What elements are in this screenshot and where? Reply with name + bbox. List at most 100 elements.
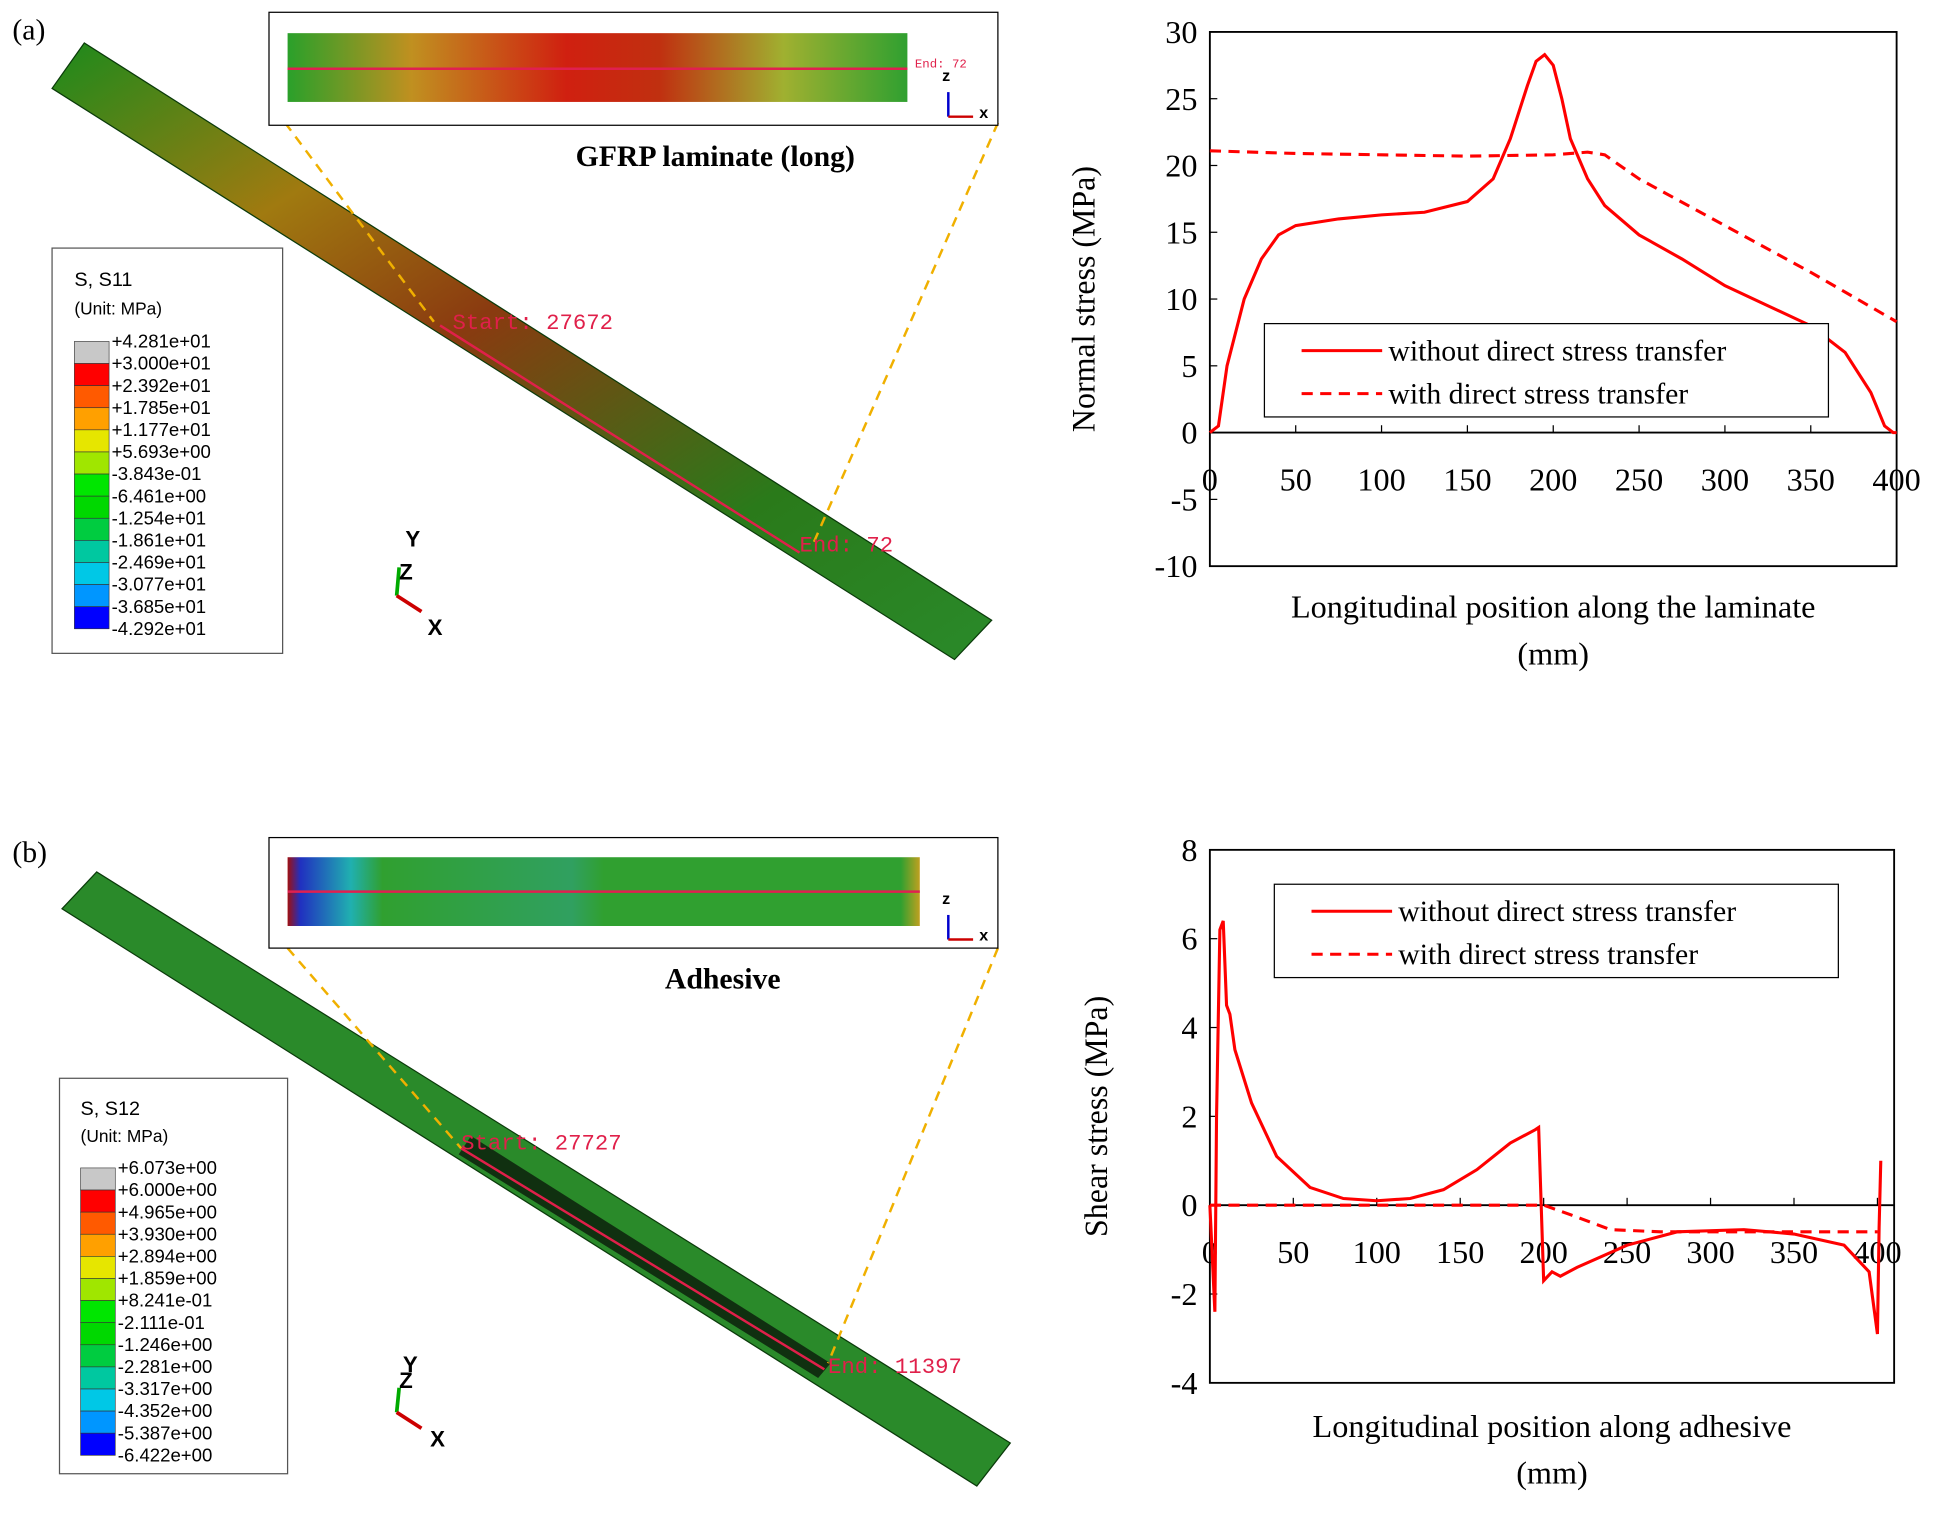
- y-tick-label: -4: [1171, 1365, 1198, 1401]
- probe-end: End: 72: [800, 534, 894, 559]
- contour-legend-title: S, S12: [81, 1098, 141, 1120]
- triad-label: Z: [399, 560, 413, 585]
- y-tick-label: -2: [1171, 1276, 1198, 1312]
- y-tick-label: 0: [1181, 1187, 1197, 1223]
- contour-swatch: [80, 1410, 116, 1434]
- triad-label: X: [430, 1427, 445, 1452]
- y-tick-label: 2: [1181, 1099, 1197, 1135]
- legend-label: with direct stress transfer: [1398, 939, 1698, 971]
- triad-label: Z: [399, 1368, 413, 1393]
- triad-label: Y: [403, 1352, 418, 1377]
- x-tick-label: 300: [1701, 461, 1749, 497]
- inset-axis-label: x: [979, 104, 988, 122]
- x-tick-label: 150: [1443, 461, 1491, 497]
- x-tick-label: 0: [1202, 461, 1218, 497]
- series-line: [1209, 1203, 1878, 1234]
- x-tick-label: 350: [1787, 461, 1835, 497]
- inset-probe-end: End: 72: [915, 58, 967, 72]
- x-tick-label: 250: [1615, 461, 1663, 497]
- contour-label: +1.177e+01: [112, 419, 211, 440]
- contour-legend-title: S, S11: [74, 269, 132, 291]
- x-axis-label: Longitudinal position along adhesive: [1313, 1408, 1792, 1444]
- inset-title: GFRP laminate (long): [576, 141, 855, 173]
- y-tick-label: 30: [1165, 14, 1197, 50]
- contour-label: +6.000e+00: [118, 1179, 217, 1200]
- x-axis-label: (mm): [1517, 636, 1589, 672]
- contour-swatch: [74, 540, 110, 563]
- contour-swatch: [80, 1366, 116, 1390]
- y-axis-label: Shear stress (MPa): [1078, 996, 1114, 1237]
- contour-swatch: [80, 1278, 116, 1301]
- contour-swatch: [74, 407, 110, 431]
- contour-swatch: [80, 1167, 116, 1191]
- y-tick-label: 4: [1181, 1010, 1197, 1046]
- panel-label: (b): [12, 837, 47, 869]
- contour-label: -1.861e+01: [112, 530, 207, 551]
- contour-label: +4.281e+01: [112, 331, 211, 352]
- contour-label: -1.254e+01: [112, 507, 207, 528]
- contour-label: +6.073e+00: [118, 1157, 217, 1178]
- contour-label: -2.111e-01: [118, 1312, 205, 1333]
- legend-label: without direct stress transfer: [1398, 896, 1736, 928]
- contour-swatch: [74, 562, 110, 585]
- inset-axis-label: z: [942, 67, 950, 85]
- contour-label: -3.843e-01: [112, 463, 202, 484]
- contour-swatch: [74, 606, 110, 630]
- contour-swatch: [80, 1233, 116, 1257]
- x-axis-label: (mm): [1516, 1455, 1588, 1491]
- inset-title: Adhesive: [665, 964, 781, 996]
- contour-label: -3.077e+01: [112, 574, 207, 595]
- y-tick-label: -5: [1171, 482, 1198, 518]
- contour-swatch: [80, 1189, 116, 1213]
- panel-label: (a): [12, 14, 45, 46]
- contour-label: -5.387e+00: [118, 1422, 213, 1443]
- probe-end: End: 11397: [828, 1355, 962, 1380]
- contour-label: +4.965e+00: [118, 1201, 217, 1222]
- probe-start: Start: 27727: [461, 1132, 622, 1157]
- x-tick-label: 400: [1872, 461, 1920, 497]
- contour-label: +1.859e+00: [118, 1268, 217, 1289]
- x-axis-label: Longitudinal position along the laminate: [1291, 589, 1816, 625]
- contour-swatch: [80, 1432, 116, 1456]
- contour-swatch: [80, 1344, 116, 1368]
- contour-swatch: [74, 473, 110, 497]
- legend-box: [1263, 322, 1830, 418]
- contour-swatch: [74, 584, 110, 607]
- contour-label: -2.281e+00: [118, 1356, 213, 1377]
- legend-box: [1273, 883, 1839, 979]
- contour-label: -3.685e+01: [112, 596, 207, 617]
- contour-label: +2.894e+00: [118, 1246, 217, 1267]
- y-tick-label: 6: [1181, 921, 1197, 957]
- x-tick-label: 150: [1436, 1234, 1484, 1270]
- y-tick-label: 0: [1181, 415, 1197, 451]
- contour-label: +2.392e+01: [112, 375, 211, 396]
- triad-label: X: [428, 615, 443, 640]
- y-tick-label: 20: [1165, 148, 1197, 184]
- contour-label: +3.000e+01: [112, 353, 211, 374]
- fe-model-a: [51, 11, 1000, 661]
- contour-swatch: [74, 495, 110, 519]
- x-tick-label: 200: [1529, 461, 1577, 497]
- contour-label: -6.422e+00: [118, 1445, 213, 1466]
- contour-swatch: [80, 1388, 116, 1412]
- contour-legend-unit: (Unit: MPa): [74, 298, 162, 318]
- x-tick-label: 300: [1686, 1234, 1734, 1270]
- y-tick-label: -10: [1155, 548, 1198, 584]
- series-line: [1209, 149, 1898, 324]
- contour-label: -6.461e+00: [112, 485, 207, 506]
- y-tick-label: 5: [1181, 348, 1197, 384]
- contour-label: +3.930e+00: [118, 1223, 217, 1244]
- contour-swatch: [74, 363, 110, 386]
- inset-axis-label: x: [979, 927, 988, 945]
- contour-swatch: [80, 1211, 116, 1235]
- x-tick-label: 100: [1353, 1234, 1401, 1270]
- contour-swatch: [74, 385, 110, 409]
- y-tick-label: 8: [1181, 832, 1197, 868]
- contour-swatch: [74, 451, 110, 475]
- y-tick-label: 15: [1165, 214, 1197, 250]
- fe-model-b: [61, 836, 1012, 1487]
- contour-swatch: [74, 429, 110, 453]
- contour-swatch: [80, 1300, 116, 1323]
- x-tick-label: 50: [1277, 1234, 1309, 1270]
